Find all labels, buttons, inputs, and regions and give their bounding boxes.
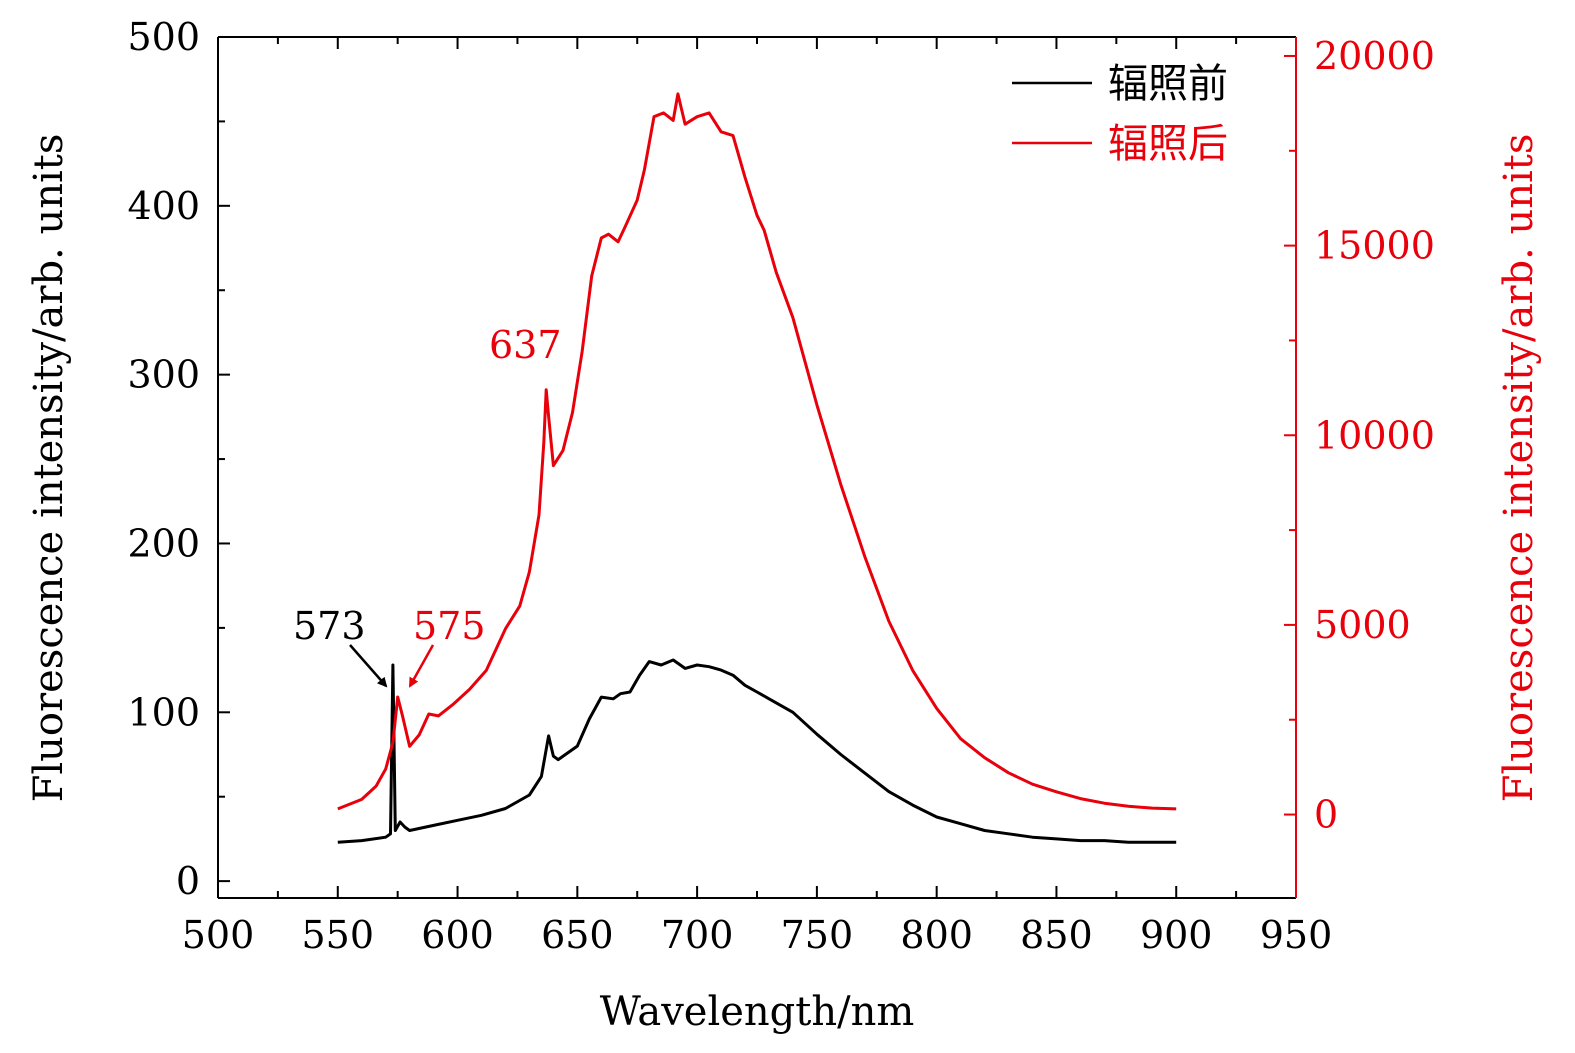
y-right-tick-label: 15000 [1314,224,1435,268]
y-right-tick-label: 10000 [1314,413,1435,457]
y-left-tick-label: 300 [127,353,200,397]
x-tick-label: 950 [1260,913,1333,957]
y-left-tick-label: 0 [176,859,200,903]
x-tick-label: 550 [302,913,375,957]
annotation-573: 573 [293,604,366,648]
annotation-575: 575 [413,604,486,648]
annotation-573-arrow [349,644,388,688]
tick-labels: 500 550 600 650 700 750 800 850 900 950 0 100 200 300… [127,15,1434,957]
x-axis-title: Wavelength/nm [600,989,915,1035]
legend: 辐照前 辐照后 [1012,61,1228,167]
y-left-tick-label: 400 [127,184,200,228]
x-tick-label: 850 [1020,913,1093,957]
y-right-axis-title: Fluorescence intensity/arb. units [1496,134,1542,803]
x-tick-label: 700 [661,913,734,957]
series-layer [337,92,1177,844]
y-left-tick-label: 200 [127,521,200,565]
legend-label-after: 辐照后 [1108,121,1228,167]
annotation-575-arrow [408,644,435,688]
y-left-tick-label: 100 [127,690,200,734]
x-tick-label: 500 [182,913,255,957]
y-left-tick-label: 500 [127,15,200,59]
y-right-tick-label: 20000 [1314,34,1435,78]
x-tick-label: 750 [781,913,854,957]
x-tick-label: 800 [900,913,973,957]
y-right-tick-label: 0 [1314,793,1338,837]
series-line-before [337,658,1177,844]
y-left-axis-title: Fluorescence intensity/arb. units [26,134,72,803]
x-tick-label: 650 [541,913,614,957]
x-tick-label: 600 [421,913,494,957]
x-tick-label: 900 [1140,913,1213,957]
series-line-after [337,92,1177,811]
legend-label-before: 辐照前 [1108,61,1228,107]
y-right-tick-label: 5000 [1314,603,1411,647]
annotation-637: 637 [489,323,562,367]
